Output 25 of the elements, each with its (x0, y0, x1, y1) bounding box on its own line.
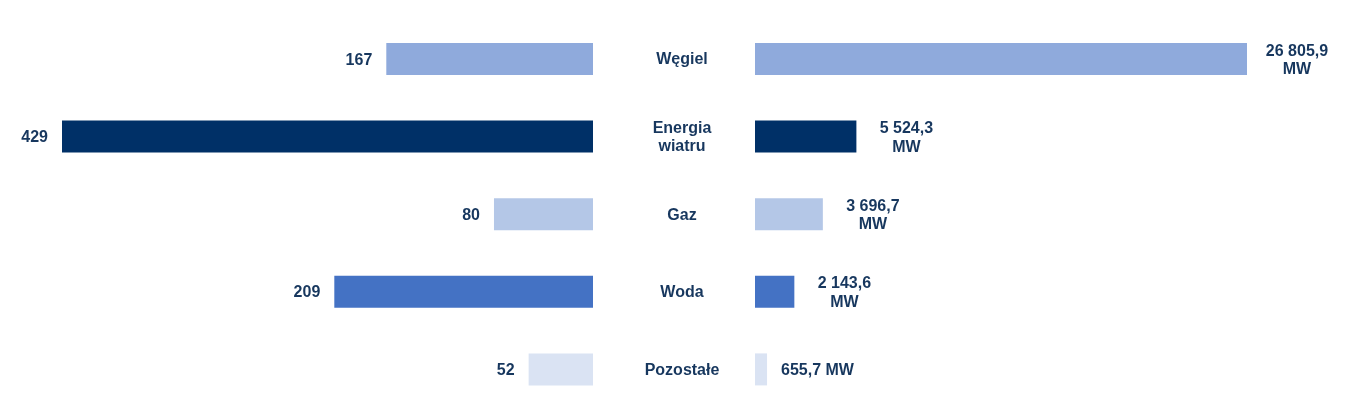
bar (386, 43, 593, 75)
data-label: 167 (345, 50, 373, 68)
data-label: 209 (293, 283, 321, 301)
y-tick-label: Gaz (667, 205, 697, 223)
y-tick-label: Węgiel (656, 50, 708, 68)
bar (528, 353, 593, 386)
data-label: 80 (462, 205, 481, 223)
data-label: 655,7 MW (781, 361, 855, 378)
bar (62, 120, 593, 153)
data-label: 2 143,6 MW (817, 274, 872, 310)
bar (755, 198, 823, 231)
data-label: 5 524,3 MW (879, 119, 934, 155)
bar (493, 198, 593, 231)
y-tick-label: Woda (660, 283, 704, 301)
data-label: 26 805,9 MW (1265, 41, 1329, 77)
data-label: 3 696,7 MW (846, 196, 900, 233)
y-tick-label: Energia wiatru (652, 118, 712, 155)
bar (334, 275, 593, 308)
bar (755, 43, 1247, 75)
data-label: 52 (496, 361, 515, 378)
data-label: 429 (21, 128, 49, 146)
bar (755, 120, 857, 153)
bar (755, 353, 768, 386)
bar (755, 275, 795, 308)
y-tick-label: Pozostałe (644, 360, 720, 378)
